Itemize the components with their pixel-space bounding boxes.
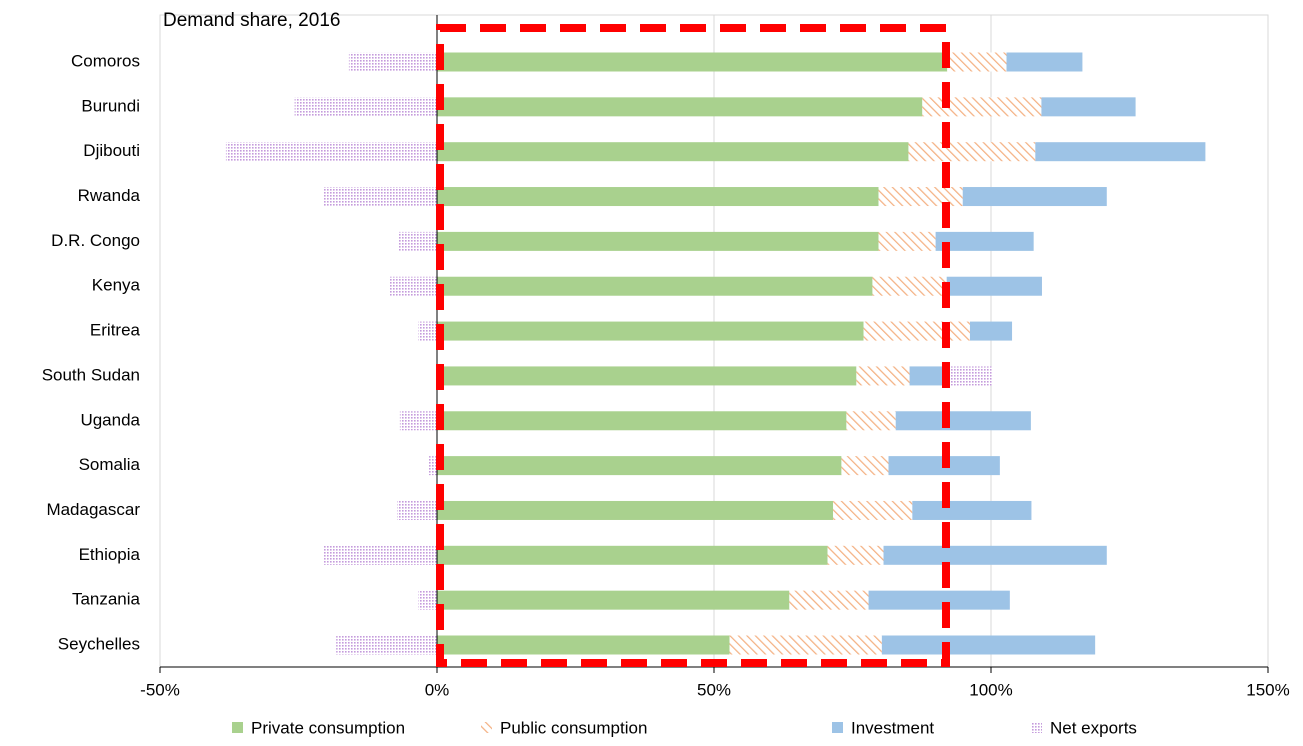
- y-tick-label: Comoros: [71, 51, 140, 70]
- x-tick-label: 0%: [425, 680, 450, 699]
- x-tick-label: -50%: [140, 680, 180, 699]
- y-tick-label: Uganda: [80, 410, 140, 429]
- bar-segment: [962, 187, 1107, 207]
- bar-segment: [294, 97, 437, 117]
- bar-segment: [895, 411, 1031, 431]
- bar-segment: [878, 231, 936, 251]
- bar-segment: [437, 142, 909, 162]
- bar-segment: [947, 52, 1007, 72]
- x-tick-label: 150%: [1246, 680, 1289, 699]
- bar-segment: [841, 456, 889, 476]
- legend-swatch: [1031, 722, 1042, 733]
- bar-segment: [868, 590, 1010, 610]
- y-tick-label: Burundi: [81, 96, 140, 115]
- bar-segment: [437, 366, 857, 386]
- bar-segment: [428, 456, 437, 476]
- bar-segment: [922, 97, 1042, 117]
- bar-segment: [336, 635, 437, 655]
- y-tick-label: Eritrea: [90, 321, 141, 340]
- bar-segment: [833, 500, 913, 520]
- bar-segment: [323, 545, 437, 565]
- y-tick-label: South Sudan: [42, 365, 140, 384]
- bar-segment: [846, 411, 896, 431]
- bar-segment: [437, 276, 873, 296]
- bar-segment: [437, 500, 834, 520]
- bar-segment: [398, 231, 437, 251]
- bar-segment: [418, 321, 437, 341]
- y-tick-label: Seychelles: [58, 634, 140, 653]
- bar-segment: [437, 411, 847, 431]
- bar-segment: [908, 142, 1036, 162]
- y-tick-label: Djibouti: [83, 141, 140, 160]
- y-tick-label: Madagascar: [46, 500, 140, 519]
- bar-segment: [437, 187, 879, 207]
- bar-segment: [348, 52, 437, 72]
- y-tick-label: Ethiopia: [79, 545, 141, 564]
- bar-segment: [943, 366, 992, 386]
- bar-segment: [729, 635, 882, 655]
- bar-segment: [418, 590, 437, 610]
- bar-segment: [437, 52, 948, 72]
- bar-segment: [437, 456, 842, 476]
- y-tick-label: Tanzania: [72, 590, 141, 609]
- legend-swatch: [232, 722, 243, 733]
- bar-segment: [1006, 52, 1083, 72]
- y-tick-label: Rwanda: [78, 186, 141, 205]
- bar-segment: [397, 500, 437, 520]
- bar-segment: [399, 411, 437, 431]
- bar-segment: [437, 321, 864, 341]
- chart-title: Demand share, 2016: [163, 10, 340, 31]
- highlight-box: [436, 24, 950, 667]
- legend-label: Public consumption: [500, 718, 647, 737]
- bar-segment: [827, 545, 884, 565]
- bar-segment: [863, 321, 970, 341]
- bar-segment: [969, 321, 1013, 341]
- bar-segment: [389, 276, 437, 296]
- bar-segment: [437, 231, 879, 251]
- y-tick-label: D.R. Congo: [51, 231, 140, 250]
- bar-segment: [935, 231, 1034, 251]
- bar-segment: [881, 635, 1096, 655]
- legend-label: Private consumption: [251, 718, 405, 737]
- bar-segment: [1041, 97, 1136, 117]
- bar-segment: [789, 590, 869, 610]
- y-tick-label: Somalia: [79, 455, 141, 474]
- legend-swatch: [481, 722, 492, 733]
- bar-segment: [912, 500, 1032, 520]
- bar-segment: [946, 276, 1042, 296]
- bar-segment: [437, 97, 923, 117]
- bar-segment: [437, 635, 730, 655]
- legend-label: Net exports: [1050, 718, 1137, 737]
- y-tick-label: Kenya: [92, 276, 141, 295]
- bar-segment: [225, 142, 437, 162]
- x-tick-label: 100%: [969, 680, 1012, 699]
- bar-segment: [872, 276, 947, 296]
- legend-swatch: [832, 722, 843, 733]
- bar-segment: [909, 366, 944, 386]
- x-tick-label: 50%: [697, 680, 731, 699]
- bar-segment: [1035, 142, 1206, 162]
- legend-label: Investment: [851, 718, 934, 737]
- bar-segment: [437, 545, 828, 565]
- bar-segment: [856, 366, 910, 386]
- bar-segment: [323, 187, 437, 207]
- bar-segment: [437, 590, 790, 610]
- bar-segment: [883, 545, 1107, 565]
- bar-segment: [878, 187, 963, 207]
